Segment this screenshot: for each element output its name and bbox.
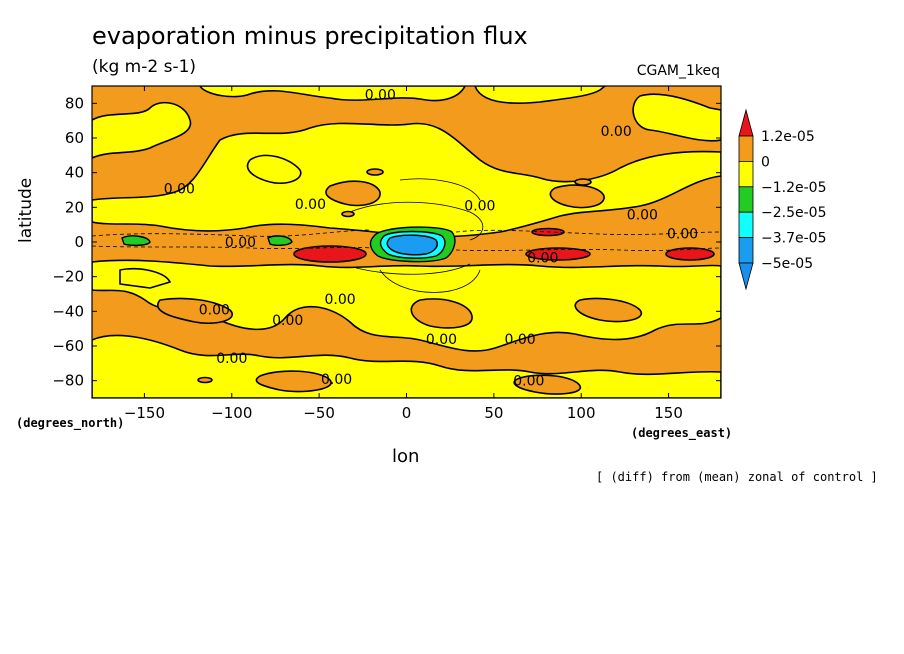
x-tick-label: −50 [303,404,335,422]
colorbar-segment [738,186,754,213]
contour-label: 0.00 [225,235,256,251]
positive-islands [157,180,643,395]
colorbar-label: −2.5e-05 [761,205,826,221]
chart-title: evaporation minus precipitation flux [92,22,528,50]
contour-label: 0.00 [199,303,230,319]
x-tick-label: 0 [402,404,412,422]
contour-labels: 0.00 0.00 0.00 0.00 0.00 0.00 0.00 0.00 0.00 0.00… [164,88,698,390]
y-tick-label: 80 [65,94,84,112]
x-tick-label: 50 [484,404,503,422]
colorbar-label: −1.2e-05 [761,180,826,196]
colorbar-label: 1.2e-05 [761,129,815,145]
x-axis-label: lon [392,446,420,467]
negative-minimum [121,226,456,263]
chart-units: (kg m-2 s-1) [92,57,197,77]
y-axis-units: (degrees_north) [16,416,125,430]
colorbar-segment [738,160,754,188]
contour-label: 0.00 [513,374,544,390]
y-tick-label: 20 [65,198,84,216]
y-tick-label: 60 [65,129,84,147]
positive-maxima [293,227,715,263]
y-tick-label: 40 [65,164,84,182]
colorbar-segment [738,211,754,238]
x-tick-label: −150 [124,404,165,422]
colorbar: 1.2e-05 0 −1.2e-05 −2.5e-05 −3.7e-05 −5e-05 [738,108,826,291]
colorbar-min-arrow [738,262,754,291]
y-tick-label: −60 [52,337,84,355]
x-tick-label: 100 [567,404,596,422]
contour-label: 0.00 [365,88,396,104]
minor-contours [92,178,721,293]
experiment-name: CGAM_1keq [636,63,720,79]
contour-label: 0.00 [601,124,632,140]
contour-label: 0.00 [325,292,356,308]
y-tick-label: 0 [74,233,84,251]
contour-label: 0.00 [164,181,195,197]
contour-label: 0.00 [464,199,495,215]
x-tick-label: 150 [654,404,683,422]
contour-label: 0.00 [272,313,303,329]
y-tick-label: −20 [52,268,84,286]
contour-label: 0.00 [667,226,698,242]
contour-label: 0.00 [321,372,352,388]
colorbar-segment [738,135,754,162]
contour-label: 0.00 [504,332,535,348]
small-contours [197,168,592,384]
y-axis: 80 60 40 20 0 −20 −40 −60 −80 [52,94,721,390]
x-axis: −150 −100 −50 0 50 100 150 [124,86,683,422]
x-axis-units: (degrees_east) [631,426,733,440]
contour-label: 0.00 [216,351,247,367]
colorbar-label: −3.7e-05 [761,231,826,247]
contour-label: 0.00 [426,332,457,348]
x-tick-label: −100 [211,404,252,422]
colorbar-segment [738,237,754,264]
colorbar-label: 0 [761,154,770,170]
colorbar-max-arrow [738,108,754,137]
contour-label: 0.00 [527,251,558,267]
footnote: [ (diff) from (mean) zonal of control ] [596,470,878,484]
y-tick-label: −80 [52,372,84,390]
contour-label: 0.00 [627,207,658,223]
y-tick-label: −40 [52,302,84,320]
contour-field [92,86,721,398]
colorbar-label: −5e-05 [761,256,813,272]
contour-label: 0.00 [295,197,326,213]
